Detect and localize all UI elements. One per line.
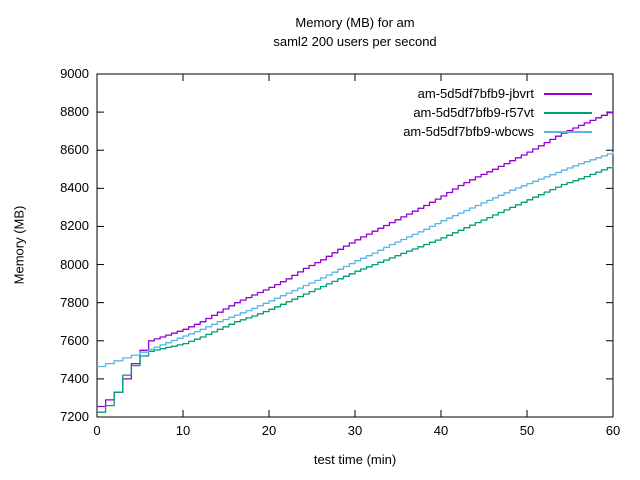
chart-title: Memory (MB) for am saml2 200 users per s… bbox=[273, 13, 436, 51]
series-line-wbcws bbox=[97, 152, 614, 368]
x-tick-label: 20 bbox=[261, 423, 277, 438]
y-tick-label: 7200 bbox=[60, 409, 89, 424]
series-line-jbvrt bbox=[97, 110, 614, 408]
legend-label: am-5d5df7bfb9-r57vt bbox=[413, 105, 534, 120]
legend-line-sample bbox=[544, 111, 592, 114]
y-tick-label: 8200 bbox=[60, 218, 89, 234]
y-tick-label: 8000 bbox=[60, 256, 89, 272]
y-tick-label: 8600 bbox=[60, 142, 89, 158]
x-axis-label: test time (min) bbox=[313, 452, 397, 467]
series-line-r57vt bbox=[97, 165, 614, 413]
legend: am-5d5df7bfb9-jbvrt am-5d5df7bfb9-r57vt am… bbox=[403, 84, 592, 141]
legend-label: am-5d5df7bfb9-wbcws bbox=[403, 124, 534, 139]
y-tick-label: 7400 bbox=[60, 370, 89, 386]
y-tick-label: 8800 bbox=[60, 104, 89, 120]
x-tick-label: 60 bbox=[605, 423, 621, 438]
chart-title-line1: Memory (MB) for am bbox=[295, 15, 415, 30]
chart-title-line2: saml2 200 users per second bbox=[273, 34, 437, 49]
legend-row: am-5d5df7bfb9-r57vt bbox=[403, 103, 592, 122]
y-tick-label: 7600 bbox=[60, 332, 89, 348]
y-tick-label: 9000 bbox=[60, 66, 89, 81]
x-tick-label: 10 bbox=[175, 423, 191, 438]
x-tick-label: 40 bbox=[433, 423, 449, 438]
legend-label: am-5d5df7bfb9-jbvrt bbox=[417, 86, 534, 101]
y-tick-label: 8400 bbox=[60, 180, 89, 196]
legend-row: am-5d5df7bfb9-wbcws bbox=[403, 122, 592, 141]
x-tick-label: 0 bbox=[93, 423, 101, 438]
y-tick-label: 7800 bbox=[60, 294, 89, 310]
x-tick-label: 50 bbox=[519, 423, 535, 438]
legend-row: am-5d5df7bfb9-jbvrt bbox=[403, 84, 592, 103]
legend-line-sample bbox=[544, 130, 592, 133]
x-tick-label: 30 bbox=[347, 423, 363, 438]
legend-line-sample bbox=[544, 92, 592, 95]
